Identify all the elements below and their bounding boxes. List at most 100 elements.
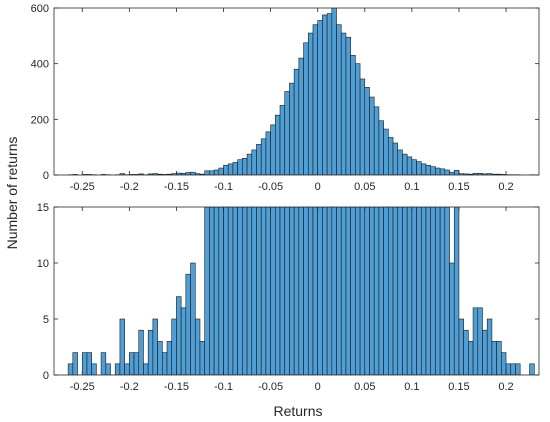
histogram-bar xyxy=(237,159,243,175)
histogram-bar xyxy=(298,207,304,375)
y-tick-label: 15 xyxy=(37,202,49,214)
histogram-bar xyxy=(293,68,300,175)
histogram-bar xyxy=(340,207,347,375)
histogram-bar xyxy=(279,207,286,375)
histogram-bar xyxy=(491,341,497,375)
histogram-bar xyxy=(251,149,257,175)
histogram-bar xyxy=(402,207,408,375)
histogram-bar xyxy=(227,207,234,375)
bottom-histogram-panel: -0.25 -0.2 -0.15 -0.1 -0.05 0 0.05 0.1 0.15 0.2 0 5… xyxy=(37,202,540,393)
histogram-bar xyxy=(246,153,253,175)
histogram-bar xyxy=(284,207,290,375)
histogram-bar xyxy=(411,159,417,175)
histogram-bar xyxy=(162,352,168,375)
histogram-bar xyxy=(100,352,107,375)
histogram-bar xyxy=(194,318,201,375)
y-tick-label: 0 xyxy=(43,170,49,182)
y-tick-label: 400 xyxy=(31,59,49,71)
histogram-bar xyxy=(345,36,351,175)
x-tick-label: -0.2 xyxy=(120,381,139,393)
histogram-bar xyxy=(293,207,300,375)
histogram-bar xyxy=(392,142,399,175)
histogram-bar xyxy=(406,156,413,175)
x-tick-label: -0.15 xyxy=(164,181,189,193)
histogram-bar xyxy=(425,207,431,375)
histogram-bar xyxy=(402,153,408,175)
histogram-bar xyxy=(232,207,238,375)
histogram-bar xyxy=(472,307,479,375)
histogram-bar xyxy=(373,207,380,375)
histogram-bar xyxy=(209,207,215,375)
histogram-bar xyxy=(369,207,375,375)
histogram-bar xyxy=(289,82,295,175)
histogram-bar xyxy=(326,207,333,375)
histogram-bar xyxy=(345,207,351,375)
histogram-bar xyxy=(331,207,337,375)
x-tick-label: -0.15 xyxy=(164,381,189,393)
histogram-bar xyxy=(275,114,281,175)
histogram-bar xyxy=(453,207,460,375)
histogram-bar xyxy=(317,207,323,375)
histogram-bar xyxy=(378,120,384,175)
histogram-bar xyxy=(529,363,535,375)
histogram-bar xyxy=(129,352,135,375)
histogram-bar xyxy=(397,149,403,175)
histogram-bar xyxy=(242,158,248,175)
histogram-bar xyxy=(303,207,309,375)
histogram-bar xyxy=(180,307,187,375)
histogram-bar xyxy=(359,207,366,375)
histogram-bar xyxy=(152,318,158,375)
histogram-bar xyxy=(444,207,450,375)
histogram-bar xyxy=(270,207,276,375)
histogram-bar xyxy=(242,207,248,375)
histogram-bar xyxy=(388,207,394,375)
y-tick-label: 200 xyxy=(31,114,49,126)
histogram-bar xyxy=(256,207,262,375)
histogram-bar xyxy=(430,166,436,175)
histogram-bar xyxy=(378,207,384,375)
histogram-bar xyxy=(124,363,130,375)
histogram-bar xyxy=(218,207,224,375)
histogram-bar xyxy=(416,161,422,175)
histogram-bar xyxy=(336,24,342,175)
histogram-bar xyxy=(81,352,88,375)
bars-group xyxy=(67,207,535,375)
bars-group xyxy=(67,8,535,175)
histogram-bar xyxy=(482,329,488,375)
x-tick-label: 0.1 xyxy=(404,381,419,393)
histogram-bar xyxy=(67,363,74,375)
histogram-bar xyxy=(336,207,342,375)
histogram-bar xyxy=(435,167,441,175)
histogram-bar xyxy=(223,164,229,175)
histogram-bar xyxy=(171,318,177,375)
histogram-bar xyxy=(185,273,191,375)
histogram-bar xyxy=(199,341,205,375)
histogram-bar xyxy=(218,167,224,175)
histogram-bar xyxy=(388,137,394,175)
histogram-bar xyxy=(213,207,220,375)
histogram-bar xyxy=(298,57,304,175)
histogram-bar xyxy=(420,207,427,375)
histogram-bar xyxy=(119,318,125,375)
x-tick-label: 0.05 xyxy=(354,381,375,393)
histogram-bar xyxy=(425,164,431,175)
x-tick-label: 0 xyxy=(315,181,321,193)
histogram-bar xyxy=(246,207,253,375)
histogram-bar xyxy=(237,207,243,375)
x-tick-label: -0.1 xyxy=(214,181,233,193)
histogram-bar xyxy=(411,207,417,375)
histogram-bar xyxy=(91,363,97,375)
histogram-bar xyxy=(501,352,507,375)
histogram-bar xyxy=(355,207,361,375)
histogram-bar xyxy=(416,207,422,375)
histogram-bar xyxy=(317,20,323,175)
histogram-bar xyxy=(147,329,154,375)
histogram-bar xyxy=(176,296,182,375)
histogram-bar xyxy=(439,207,446,375)
histogram-bar xyxy=(350,207,356,375)
histogram-bar xyxy=(190,171,196,175)
x-tick-label: -0.05 xyxy=(258,381,283,393)
histogram-bar xyxy=(364,207,370,375)
histogram-bar xyxy=(340,32,347,175)
histogram-bar xyxy=(204,207,210,375)
